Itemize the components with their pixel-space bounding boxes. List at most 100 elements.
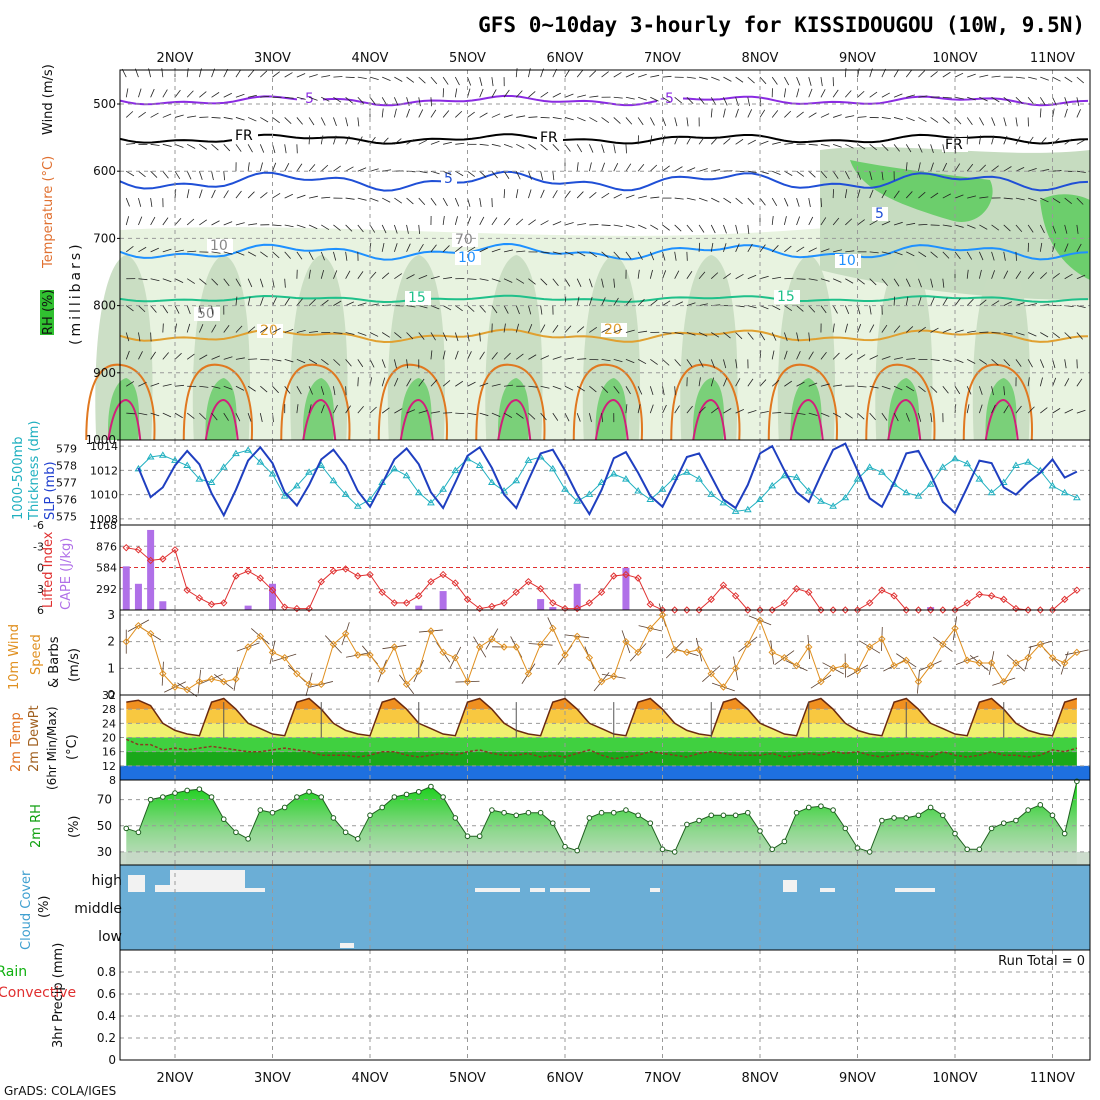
wind-barb xyxy=(723,138,731,145)
wind-barb xyxy=(442,350,446,360)
wind-barb xyxy=(601,224,611,226)
wind-barb xyxy=(723,377,728,387)
wind-barb xyxy=(772,305,781,311)
wind-barb xyxy=(905,278,911,287)
thickness-point xyxy=(719,498,728,506)
wind-barb xyxy=(710,377,715,387)
wind10m-point xyxy=(634,648,642,657)
rh2m-point xyxy=(915,812,922,819)
wind-barb xyxy=(284,386,291,394)
lifted-index-point xyxy=(878,586,886,594)
wind-barb xyxy=(637,386,643,395)
wind-barb xyxy=(1015,405,1022,414)
wind-barb xyxy=(844,305,850,315)
wind-barb xyxy=(515,171,521,180)
wind-barb xyxy=(174,352,182,360)
wind-barb xyxy=(223,356,233,360)
left-labels: RH (%) Temperature (°C) Wind (m/s) (mill… xyxy=(0,64,1085,1098)
wind-barb xyxy=(881,278,888,286)
wind-barb xyxy=(296,194,306,199)
pressure-tick: 600 xyxy=(93,164,116,178)
wind-barb xyxy=(905,412,910,422)
wind-barb xyxy=(1064,408,1073,414)
wind-barb xyxy=(686,167,696,172)
wind-barb xyxy=(747,410,757,414)
wind10m-point xyxy=(159,669,167,678)
wind-barb xyxy=(893,278,900,287)
wind-barb xyxy=(783,88,787,98)
lifted-index-point xyxy=(232,572,240,580)
wind-barb xyxy=(516,250,526,253)
contour-label-bg xyxy=(835,254,861,268)
wind-barb xyxy=(174,218,182,226)
wind-barb xyxy=(820,217,827,226)
wind-barb xyxy=(467,332,470,342)
wind-barb xyxy=(577,94,587,98)
wind-barb xyxy=(333,117,337,127)
wind-barb xyxy=(479,412,489,417)
rh2m-point xyxy=(257,807,264,813)
wind-barb xyxy=(248,223,258,226)
wind-barb xyxy=(991,224,1000,231)
wind-barb xyxy=(686,136,692,145)
wind-barb xyxy=(954,329,964,333)
wind-barb xyxy=(235,412,241,422)
wind10m-point xyxy=(829,664,837,673)
cloud-level-label: low xyxy=(98,929,122,945)
wind-barb xyxy=(893,251,903,256)
lifted-index-point xyxy=(305,604,313,613)
wind-barb xyxy=(260,358,270,361)
wind-barb xyxy=(528,412,536,420)
wind-barb xyxy=(1015,96,1023,104)
wind-barb xyxy=(150,305,157,313)
wind-barb xyxy=(321,196,331,199)
thickness-point xyxy=(427,498,435,506)
cape-bar xyxy=(537,599,545,610)
wind-barb xyxy=(1027,97,1035,105)
wind-barb xyxy=(345,135,350,145)
temp2m-label-d: (°C) xyxy=(65,734,80,760)
wind-barb xyxy=(674,197,684,200)
wind-barb xyxy=(150,216,156,226)
wind-barb xyxy=(406,378,412,387)
wind-barb xyxy=(211,251,221,254)
rh2m-point xyxy=(550,820,556,826)
lifted-index-point xyxy=(890,592,898,600)
lifted-index-point xyxy=(549,599,557,607)
cloud-high-block xyxy=(128,875,145,892)
wind-barb xyxy=(186,189,190,199)
wind-barb xyxy=(515,218,524,226)
wind-barb xyxy=(235,296,238,306)
wind-barb xyxy=(235,144,242,152)
wind-barb xyxy=(357,377,359,387)
wind-barb xyxy=(162,278,172,283)
wind-barb xyxy=(589,95,599,98)
wind-barb xyxy=(820,198,822,208)
wind-barb xyxy=(552,385,562,390)
wind-barb xyxy=(418,97,421,107)
cloud-label-a: Cloud Cover xyxy=(19,870,34,950)
rh2m-point xyxy=(281,804,288,811)
thickness-point xyxy=(865,463,874,470)
wind-barb xyxy=(138,197,142,207)
rh2m-point xyxy=(1000,820,1007,826)
wind-barb xyxy=(333,359,341,366)
wind-barb xyxy=(223,92,232,98)
rh2m-panel: 70 50 30 xyxy=(97,778,1091,866)
wind10m-point xyxy=(951,624,959,633)
wind-barb xyxy=(747,139,756,145)
temp2m-tick: 12 xyxy=(102,760,116,773)
wind-barb xyxy=(174,384,184,387)
wind-barb xyxy=(1015,359,1022,367)
rh2m-point xyxy=(684,821,690,828)
wind-barb xyxy=(187,143,196,149)
wind-barb xyxy=(320,117,326,126)
rh2m-point xyxy=(671,849,678,855)
wind-barb xyxy=(735,378,741,387)
wind-barb xyxy=(528,305,532,315)
rh2m-point xyxy=(964,846,970,853)
wind-barb xyxy=(1076,139,1085,145)
wind-barb xyxy=(284,144,287,154)
wind-barb xyxy=(649,404,654,414)
wind-barb xyxy=(357,302,367,306)
